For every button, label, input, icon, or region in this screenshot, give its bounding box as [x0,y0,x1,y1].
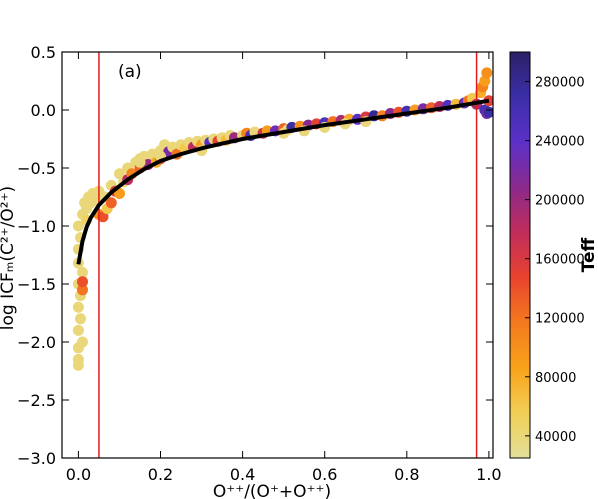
y-tick-label: 0.5 [31,43,56,62]
scatter-point [72,220,84,232]
colorbar-tick-label: 200000 [535,194,585,209]
x-axis: 0.0 0.2 0.4 0.6 0.8 1.0 [66,52,502,484]
x-axis-label: O⁺⁺/(O⁺+O⁺⁺) [213,482,331,499]
scatter-point [114,188,125,199]
x-tick-label: 0.6 [312,465,337,484]
colorbar-tick-label: 240000 [535,135,585,150]
x-tick-label: 0.0 [66,465,91,484]
scatter-point [134,156,146,168]
fit-curve [76,98,490,265]
y-tick-label: −2.0 [17,333,56,352]
scatter-point [77,266,88,278]
scatter-point [75,313,86,325]
panel-label: (a) [118,62,142,82]
y-tick-label: −2.5 [17,391,56,410]
colorbar-tick-label: 80000 [535,371,576,386]
y-tick-label: −1.5 [17,275,56,294]
colorbar-label: Teff [579,237,598,272]
scatter-point [97,211,109,223]
scatter-points [72,67,493,371]
y-axis-label: log ICFₘ(C²⁺/O²⁺) [0,186,18,330]
scatter-point [72,324,84,336]
scatter-point [77,276,88,288]
colorbar-tick-label: 120000 [535,312,585,327]
colorbar-tick-label: 280000 [535,76,585,91]
colorbar-tick-label: 40000 [535,430,576,445]
scatter-point [481,67,493,79]
y-tick-label: −1.0 [17,217,56,236]
y-tick-label: −0.5 [17,159,56,178]
scatter-point [89,195,101,206]
x-tick-label: 1.0 [476,465,501,484]
y-tick-label: −3.0 [17,449,56,468]
y-tick-label: 0.0 [31,101,56,120]
scatter-point [77,336,88,348]
x-tick-label: 0.8 [394,465,419,484]
scatter-point [105,197,117,209]
scatter-point [72,301,84,313]
scatter-point [77,284,88,296]
scatter-point [72,359,84,371]
plot-frame [61,51,494,459]
x-tick-label: 0.2 [148,465,173,484]
y-axis: 0.5 0.0 −0.5 −1.0 −1.5 −2.0 −2.5 −3.0 [17,43,493,468]
colorbar-tick-label: 160000 [535,253,585,268]
colorbar [509,51,531,459]
x-tick-label: 0.4 [230,465,255,484]
vertical-reference-lines [98,52,478,458]
colorbar-ticks: 280000 240000 200000 160000 120000 80000 40000 [525,76,585,445]
scatter-point [114,168,125,180]
